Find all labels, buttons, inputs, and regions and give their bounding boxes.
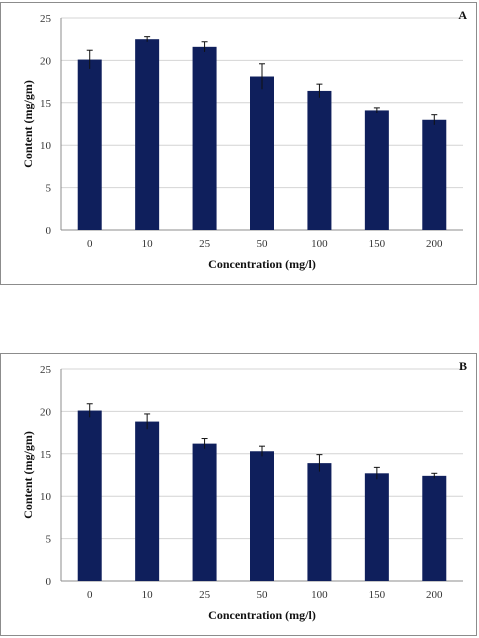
bar xyxy=(364,473,389,581)
x-tick-label: 150 xyxy=(369,589,386,601)
bar-chart-b: 0 5 10 15 20 25 0 10 25 50 100 150 200 Concentration … xyxy=(21,359,467,622)
bar xyxy=(307,463,332,581)
bar xyxy=(192,46,217,230)
y-tick-label: 20 xyxy=(40,55,52,67)
bar xyxy=(422,475,447,581)
y-tick-label: 5 xyxy=(46,534,52,546)
y-tick-label: 20 xyxy=(40,406,52,418)
y-tick-label: 15 xyxy=(40,449,52,461)
x-tick-label: 25 xyxy=(199,589,211,601)
y-axis-title: Content (mg/gm) xyxy=(21,431,35,519)
bar xyxy=(135,39,160,231)
bar xyxy=(364,110,389,230)
bar xyxy=(250,76,274,231)
x-tick-label: 50 xyxy=(257,238,269,250)
x-tick-label: 50 xyxy=(257,589,269,601)
panel-label-a: A xyxy=(458,8,467,22)
panel-label-b: B xyxy=(459,359,467,373)
x-tick-label: 100 xyxy=(311,238,328,250)
bar xyxy=(307,90,332,230)
y-tick-label: 0 xyxy=(46,225,52,237)
bar xyxy=(192,443,217,581)
x-axis-title: Concentration (mg/l) xyxy=(208,608,316,622)
bar xyxy=(422,119,447,230)
x-tick-label: 200 xyxy=(426,238,443,250)
x-tick-label: 10 xyxy=(142,589,154,601)
x-tick-label: 100 xyxy=(311,589,328,601)
x-tick-label: 25 xyxy=(199,238,211,250)
x-tick-label: 0 xyxy=(87,238,93,250)
y-tick-label: 0 xyxy=(46,576,52,588)
bar-chart-a: 0 5 10 15 20 25 0 10 25 50 100 150 200 Concentration … xyxy=(21,8,467,271)
x-tick-label: 0 xyxy=(87,589,93,601)
x-tick-label: 200 xyxy=(426,589,443,601)
y-tick-label: 10 xyxy=(40,140,52,152)
y-tick-label: 25 xyxy=(40,13,52,25)
y-tick-label: 15 xyxy=(40,98,52,110)
y-tick-label: 25 xyxy=(40,364,52,376)
y-tick-label: 5 xyxy=(46,183,52,195)
x-tick-label: 10 xyxy=(142,238,154,250)
x-tick-label: 150 xyxy=(369,238,386,250)
chart-panel-b: 0 5 10 15 20 25 0 10 25 50 100 150 200 Concentration … xyxy=(0,353,477,636)
chart-panel-a: 0 5 10 15 20 25 0 10 25 50 100 150 200 Concentration … xyxy=(0,2,477,285)
y-axis-title: Content (mg/gm) xyxy=(21,80,35,168)
bar xyxy=(77,410,102,581)
bar xyxy=(135,421,160,581)
bar xyxy=(77,59,102,230)
x-axis-title: Concentration (mg/l) xyxy=(208,257,316,271)
y-tick-label: 10 xyxy=(40,491,52,503)
bar xyxy=(250,451,274,581)
